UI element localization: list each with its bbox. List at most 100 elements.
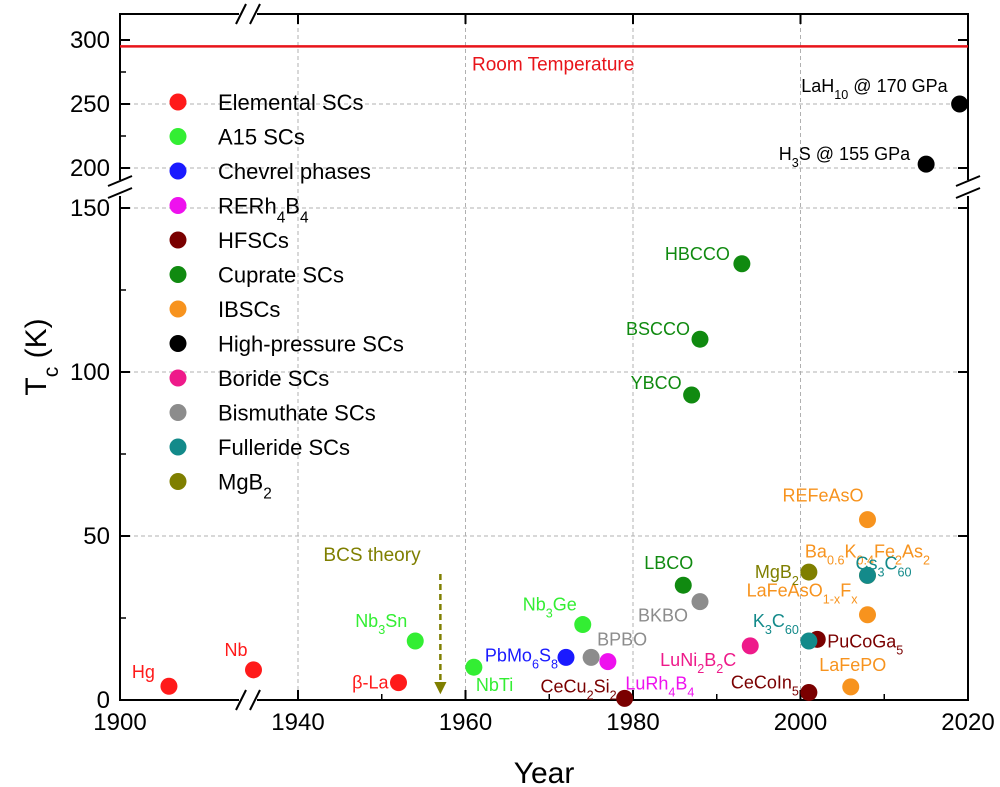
point-mgb2 — [800, 563, 818, 581]
legend-marker-hfscs — [169, 231, 187, 249]
point-label-pbmo6s8: PbMo6S8 — [485, 645, 558, 671]
point-label-lbco: LBCO — [644, 553, 693, 573]
point-label-lurh4b4: LuRh4B4 — [625, 674, 694, 700]
y-axis-break-left-slash-1 — [107, 175, 133, 187]
y-tick-label: 300 — [70, 27, 110, 54]
x-axis-break-top-slash-2 — [249, 3, 261, 25]
y-axis-break-left-slash-2 — [107, 187, 133, 199]
plot-frame — [119, 13, 969, 701]
point-bkbo — [691, 593, 709, 611]
point-h3s---155-gpa — [917, 155, 935, 173]
legend-marker-fulleride-scs — [169, 438, 187, 456]
legend-marker-ibscs — [169, 300, 187, 318]
legend-marker-chevrel-phases — [169, 162, 187, 180]
legend-marker-high-pressure-scs — [169, 335, 187, 352]
x-tick-label: 1900 — [93, 709, 146, 736]
room-temperature-label: Room Temperature — [472, 54, 634, 75]
point-luni2b2c — [741, 637, 759, 655]
x-axis-break-top-gap — [239, 10, 257, 18]
legend-label-high-pressure-scs: High-pressure SCs — [218, 332, 404, 357]
point-label-nbti: NbTi — [476, 675, 513, 695]
point-hbcco — [733, 255, 751, 273]
legend-label-rerh4b4: RERh4B4 — [218, 194, 309, 227]
point-label-ybco: YBCO — [631, 373, 682, 393]
point-cs3c60 — [859, 566, 876, 584]
y-tick-label: 0 — [97, 687, 110, 714]
y-axis-break-left-gap — [116, 180, 124, 196]
legend-marker-a15-scs — [169, 128, 187, 145]
point-k3c60 — [800, 632, 818, 650]
grid-lines — [120, 14, 968, 700]
point-label-refeaso: REFeAsO — [782, 486, 863, 506]
point-nb — [245, 661, 262, 679]
x-axis-title: Year — [514, 757, 575, 787]
y-tick-label: 50 — [83, 523, 110, 550]
point-cecoin5 — [800, 683, 818, 701]
y-tick-label: 150 — [70, 195, 110, 222]
point-label-nb: Nb — [224, 640, 247, 660]
point-label-lah10---170-gpa: LaH10 @ 170 GPa — [801, 76, 948, 102]
point-label-lafepo: LaFePO — [819, 655, 886, 675]
point-ybco — [683, 386, 701, 404]
point-label-pucoga5: PuCoGa5 — [827, 631, 903, 657]
legend-label-fulleride-scs: Fulleride SCs — [218, 435, 350, 460]
point-label-h3s---155-gpa: H3S @ 155 GPa — [779, 144, 911, 170]
point-label-bkbo: BKBO — [638, 606, 688, 626]
legend-label-hfscs: HFSCs — [218, 228, 289, 253]
y-axis-title: Tc (K) — [20, 318, 63, 395]
point-label-luni2b2c: LuNi2B2C — [660, 650, 736, 676]
legend-label-cuprate-scs: Cuprate SCs — [218, 263, 344, 288]
point-label-ba0-6k0-4fe2as2: Ba0.6K0.4Fe2As2 — [805, 541, 930, 567]
point-lurh4b4 — [599, 653, 617, 671]
legend-marker-boride-scs — [169, 369, 187, 387]
data-points: Hg Nb β-La Nb3Sn NbTi Nb3Ge PbMo6S8 LuRh4B4 CeCu… — [132, 76, 969, 707]
legend-label-bismuthate-scs: Bismuthate SCs — [218, 401, 376, 426]
point-lbco — [674, 576, 692, 594]
point-lah10---170-gpa — [951, 95, 969, 113]
legend-marker-mgb2 — [169, 473, 187, 490]
point-label-hbcco: HBCCO — [665, 244, 730, 264]
point-label-hg: Hg — [132, 662, 155, 682]
point-label---la: β-La — [352, 673, 389, 693]
y-axis-break-right-slash-2 — [955, 187, 981, 199]
point-label-nb3ge: Nb3Ge — [523, 595, 577, 621]
legend-label-chevrel-phases: Chevrel phases — [218, 159, 371, 184]
point-nbti — [465, 658, 483, 676]
point-lafeaso1-xfx — [859, 606, 876, 624]
point-label-nb3sn: Nb3Sn — [355, 611, 407, 637]
point-lafepo — [842, 678, 860, 696]
point---la — [390, 674, 407, 692]
legend-marker-bismuthate-scs — [169, 404, 187, 421]
x-tick-label: 2000 — [774, 709, 827, 736]
x-tick-label: 1980 — [606, 709, 659, 736]
point-label-k3c60: K3C60 — [753, 611, 799, 637]
x-tick-label: 1940 — [271, 709, 324, 736]
y-axis-break-right-gap — [964, 180, 972, 196]
annotations: Room Temperature BCS theory — [120, 45, 968, 695]
legend-marker-cuprate-scs — [169, 266, 187, 283]
point-label-cecoin5: CeCoIn5 — [731, 672, 799, 698]
legend-label-a15-scs: A15 SCs — [218, 125, 305, 150]
point-bpbo — [582, 648, 600, 666]
x-axis-break-bottom-slash-1 — [235, 689, 247, 711]
point-hg — [160, 677, 178, 695]
legend: Elemental SCs A15 SCs Chevrel phases RERh4B… — [169, 90, 404, 503]
legend-label-ibscs: IBSCs — [218, 297, 280, 322]
legend-label-mgb2: MgB2 — [218, 470, 272, 503]
legend-marker-rerh4b4 — [169, 197, 187, 214]
point-label-bpbo: BPBO — [597, 629, 647, 649]
x-axis-break-bottom-gap — [239, 696, 257, 704]
point-label-cecu2si2: CeCu2Si2 — [541, 676, 617, 702]
point-label-mgb2: MgB2 — [755, 562, 799, 588]
point-pbmo6s8 — [557, 648, 575, 666]
point-bscco — [691, 330, 709, 348]
y-tick-label: 100 — [70, 359, 110, 386]
point-nb3ge — [574, 616, 592, 634]
point-refeaso — [859, 511, 876, 529]
x-axis-break-bottom-slash-2 — [249, 689, 261, 711]
y-tick-label: 250 — [70, 91, 110, 118]
y-tick-label: 200 — [70, 155, 110, 182]
legend-marker-elemental-scs — [169, 93, 187, 111]
point-cecu2si2 — [616, 689, 634, 707]
